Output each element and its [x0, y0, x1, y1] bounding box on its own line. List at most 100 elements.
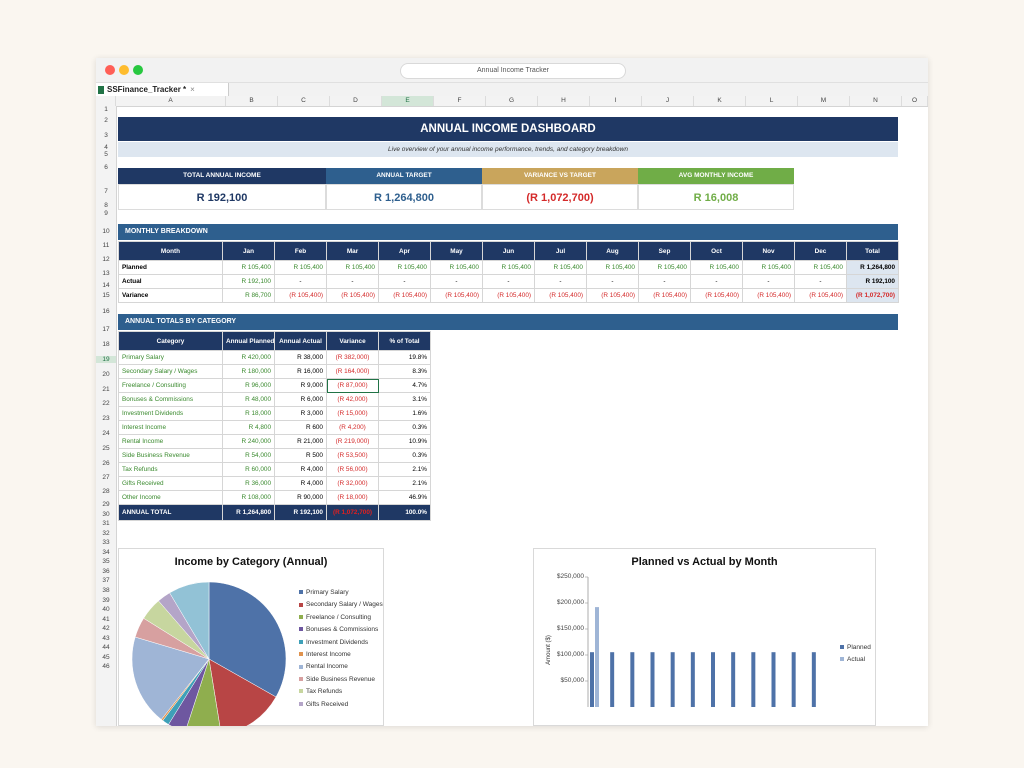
monthly-cell[interactable]: R 105,400 [534, 260, 587, 275]
bar-legend-item[interactable]: Actual [840, 656, 865, 663]
category-header[interactable]: % of Total [378, 331, 431, 351]
column-header-C[interactable]: C [278, 96, 330, 106]
category-planned[interactable]: R 108,000 [222, 490, 275, 505]
pie-legend-item[interactable]: Primary Salary [299, 589, 349, 596]
category-variance[interactable]: (R 56,000) [326, 462, 379, 477]
category-name[interactable]: Freelance / Consulting [118, 378, 223, 393]
close-window-button[interactable] [105, 65, 115, 75]
bar-planned-nov[interactable] [791, 652, 796, 707]
monthly-cell[interactable]: (R 105,400) [794, 288, 847, 303]
column-header-G[interactable]: G [486, 96, 538, 106]
monthly-header-oct[interactable]: Oct [690, 241, 743, 261]
row-header-15[interactable]: 15 [102, 292, 110, 299]
category-percent[interactable]: 4.7% [378, 378, 431, 393]
column-header-M[interactable]: M [798, 96, 850, 106]
pie-legend-item[interactable]: Secondary Salary / Wages [299, 601, 383, 608]
bar-planned-mar[interactable] [630, 652, 635, 707]
category-header[interactable]: Annual Actual [274, 331, 327, 351]
row-header-32[interactable]: 32 [102, 529, 110, 537]
category-actual[interactable]: R 90,000 [274, 490, 327, 505]
column-header-A[interactable]: A [116, 96, 226, 106]
monthly-cell[interactable]: (R 105,400) [742, 288, 795, 303]
monthly-header-dec[interactable]: Dec [794, 241, 847, 261]
category-name[interactable]: Side Business Revenue [118, 448, 223, 463]
row-header-36[interactable]: 36 [102, 567, 110, 575]
category-actual[interactable]: R 500 [274, 448, 327, 463]
select-all-corner[interactable] [96, 96, 116, 106]
monthly-cell[interactable]: R 105,400 [482, 260, 535, 275]
new-tab-button[interactable] [214, 83, 229, 96]
monthly-row-label[interactable]: Variance [118, 288, 223, 303]
monthly-cell[interactable]: - [482, 274, 535, 289]
category-percent[interactable]: 3.1% [378, 392, 431, 407]
bar-chart[interactable]: Planned vs Actual by Month $250,000 $200,… [533, 548, 876, 726]
row-header-4[interactable]: 4 [104, 144, 108, 151]
row-header-6[interactable]: 6 [104, 164, 108, 171]
category-actual[interactable]: R 38,000 [274, 350, 327, 365]
category-variance[interactable]: (R 42,000) [326, 392, 379, 407]
category-percent[interactable]: 1.6% [378, 406, 431, 421]
pie-legend-item[interactable]: Investment Dividends [299, 639, 368, 646]
column-header-B[interactable]: B [226, 96, 278, 106]
bar-planned-dec[interactable] [811, 652, 816, 707]
monthly-cell[interactable]: - [274, 274, 327, 289]
monthly-cell[interactable]: - [794, 274, 847, 289]
row-header-35[interactable]: 35 [102, 558, 110, 566]
category-header[interactable]: Variance [326, 331, 379, 351]
category-name[interactable]: Other Income [118, 490, 223, 505]
category-percent[interactable]: 19.8% [378, 350, 431, 365]
category-percent[interactable]: 10.9% [378, 434, 431, 449]
monthly-cell[interactable]: R 105,400 [326, 260, 379, 275]
monthly-cell[interactable]: R 105,400 [274, 260, 327, 275]
row-header-46[interactable]: 46 [102, 663, 110, 671]
monthly-cell[interactable]: (R 105,400) [638, 288, 691, 303]
row-header-9[interactable]: 9 [104, 210, 108, 217]
monthly-cell[interactable]: R 105,400 [742, 260, 795, 275]
category-name[interactable]: Tax Refunds [118, 462, 223, 477]
monthly-total-cell[interactable]: R 1,264,800 [846, 260, 899, 275]
monthly-cell[interactable]: R 86,700 [222, 288, 275, 303]
row-header-11[interactable]: 11 [102, 242, 110, 249]
bar-planned-feb[interactable] [610, 652, 615, 707]
pie-slice[interactable] [131, 636, 210, 720]
monthly-header-total[interactable]: Total [846, 241, 899, 261]
category-name[interactable]: Investment Dividends [118, 406, 223, 421]
category-percent[interactable]: 2.1% [378, 462, 431, 477]
column-header-E[interactable]: E [382, 96, 434, 106]
column-header-I[interactable]: I [590, 96, 642, 106]
row-header-24[interactable]: 24 [102, 430, 110, 437]
monthly-cell[interactable]: - [326, 274, 379, 289]
row-header-5[interactable]: 5 [104, 151, 108, 158]
category-total-variance[interactable]: (R 1,072,700) [326, 504, 379, 521]
row-header-7[interactable]: 7 [104, 188, 108, 195]
category-header[interactable]: Category [118, 331, 223, 351]
bar-planned-may[interactable] [670, 652, 675, 707]
monthly-cell[interactable]: R 105,400 [638, 260, 691, 275]
category-planned[interactable]: R 420,000 [222, 350, 275, 365]
bar-planned-jun[interactable] [690, 652, 695, 707]
pie-slice[interactable] [185, 658, 221, 726]
row-header-26[interactable]: 26 [102, 460, 110, 467]
row-header-25[interactable]: 25 [102, 445, 110, 452]
bar-planned-sep[interactable] [751, 652, 756, 707]
category-name[interactable]: Interest Income [118, 420, 223, 435]
monthly-cell[interactable]: (R 105,400) [430, 288, 483, 303]
monthly-cell[interactable]: (R 105,400) [482, 288, 535, 303]
monthly-row-label[interactable]: Planned [118, 260, 223, 275]
category-name[interactable]: Rental Income [118, 434, 223, 449]
category-name[interactable]: Secondary Salary / Wages [118, 364, 223, 379]
row-header-20[interactable]: 20 [102, 371, 110, 378]
category-variance[interactable]: (R 164,000) [326, 364, 379, 379]
category-percent[interactable]: 0.3% [378, 420, 431, 435]
category-variance[interactable]: (R 53,500) [326, 448, 379, 463]
bar-planned-oct[interactable] [771, 652, 776, 707]
monthly-cell[interactable]: R 105,400 [690, 260, 743, 275]
row-header-23[interactable]: 23 [102, 415, 110, 422]
category-variance[interactable]: (R 382,000) [326, 350, 379, 365]
row-header-38[interactable]: 38 [102, 586, 110, 594]
monthly-header-feb[interactable]: Feb [274, 241, 327, 261]
monthly-header-mar[interactable]: Mar [326, 241, 379, 261]
pie-legend-item[interactable]: Bonuses & Commissions [299, 626, 378, 633]
row-header-18[interactable]: 18 [102, 341, 110, 348]
category-header[interactable]: Annual Planned [222, 331, 275, 351]
